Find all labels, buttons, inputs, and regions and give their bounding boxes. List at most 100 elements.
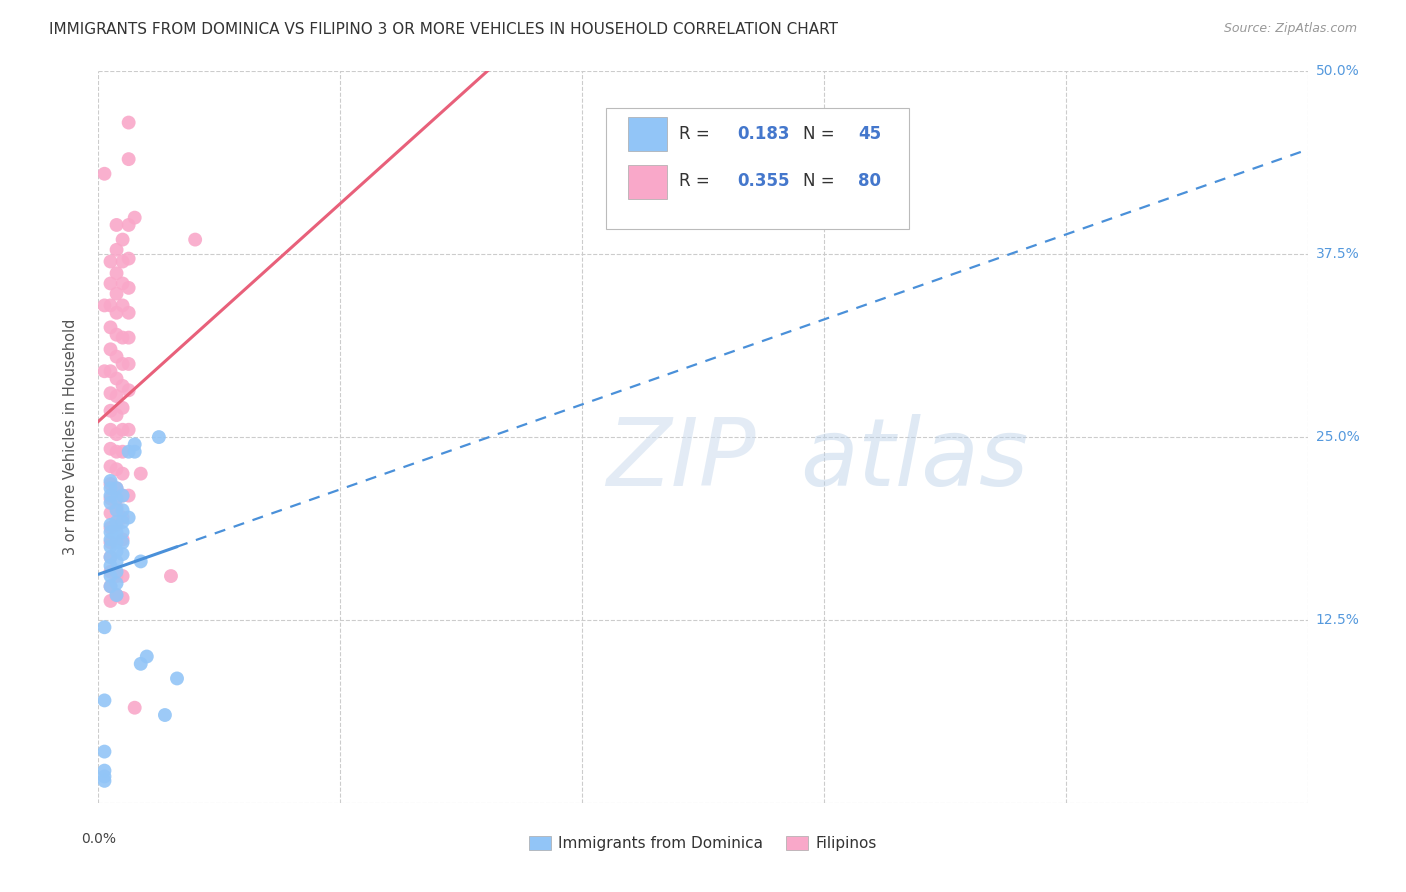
Point xyxy=(100,579,122,593)
Point xyxy=(129,657,152,671)
Point xyxy=(93,773,115,788)
Point xyxy=(111,423,134,437)
Point xyxy=(118,152,141,166)
Text: atlas: atlas xyxy=(800,414,1028,505)
Point xyxy=(100,569,122,583)
Text: 25.0%: 25.0% xyxy=(1316,430,1360,444)
Point xyxy=(105,588,128,602)
Point xyxy=(105,554,128,568)
Point xyxy=(100,540,122,554)
Point xyxy=(160,569,183,583)
Point xyxy=(100,549,122,564)
Point xyxy=(100,386,122,401)
Point xyxy=(111,503,134,517)
Point xyxy=(100,549,122,564)
Point xyxy=(105,481,128,495)
Point xyxy=(105,389,128,403)
Point xyxy=(100,254,122,268)
Point xyxy=(118,384,141,398)
Point xyxy=(111,357,134,371)
Point xyxy=(93,364,115,378)
Text: IMMIGRANTS FROM DOMINICA VS FILIPINO 3 OR MORE VEHICLES IN HOUSEHOLD CORRELATION: IMMIGRANTS FROM DOMINICA VS FILIPINO 3 O… xyxy=(49,22,838,37)
Point xyxy=(105,565,128,579)
Point xyxy=(111,467,134,481)
Point xyxy=(105,408,128,422)
Text: 0.355: 0.355 xyxy=(737,172,789,190)
FancyBboxPatch shape xyxy=(606,108,908,228)
Point xyxy=(118,115,141,129)
Point xyxy=(100,533,122,547)
Point xyxy=(111,489,134,503)
Point xyxy=(100,320,122,334)
Point xyxy=(118,357,141,371)
Point xyxy=(105,503,128,517)
Point xyxy=(105,544,128,558)
Point xyxy=(105,515,128,529)
Point xyxy=(111,533,134,547)
Point xyxy=(111,379,134,393)
Point xyxy=(93,620,115,634)
Point xyxy=(100,517,122,532)
Point xyxy=(105,286,128,301)
Point xyxy=(105,371,128,385)
Point xyxy=(111,525,134,540)
Point xyxy=(124,444,146,458)
Point xyxy=(118,489,141,503)
Point xyxy=(100,481,122,495)
Text: N =: N = xyxy=(803,125,841,143)
Point xyxy=(100,489,122,503)
Point xyxy=(105,218,128,232)
Point xyxy=(93,745,115,759)
Point xyxy=(153,708,176,723)
Point xyxy=(105,535,128,549)
Point xyxy=(118,252,141,266)
Point xyxy=(100,476,122,491)
Text: 12.5%: 12.5% xyxy=(1316,613,1360,627)
Point xyxy=(129,554,152,568)
Point xyxy=(111,569,134,583)
Text: 45: 45 xyxy=(858,125,882,143)
Point xyxy=(93,167,115,181)
Text: 0.0%: 0.0% xyxy=(82,832,115,846)
Point xyxy=(105,462,128,476)
Point xyxy=(105,350,128,364)
Point xyxy=(111,401,134,415)
Point xyxy=(100,277,122,291)
Y-axis label: 3 or more Vehicles in Household: 3 or more Vehicles in Household xyxy=(63,319,77,555)
Point xyxy=(111,233,134,247)
Point xyxy=(111,591,134,605)
Point xyxy=(105,481,128,495)
Point xyxy=(100,403,122,417)
Legend: Immigrants from Dominica, Filipinos: Immigrants from Dominica, Filipinos xyxy=(523,830,883,857)
Text: 37.5%: 37.5% xyxy=(1316,247,1360,261)
Point xyxy=(111,547,134,561)
Point xyxy=(100,298,122,312)
Point xyxy=(124,211,146,225)
Point xyxy=(135,649,157,664)
Point xyxy=(105,427,128,442)
Point xyxy=(105,491,128,506)
Point xyxy=(111,535,134,549)
Point xyxy=(100,506,122,520)
Text: N =: N = xyxy=(803,172,841,190)
Point xyxy=(118,306,141,320)
Point xyxy=(184,233,207,247)
Point xyxy=(124,437,146,451)
Point xyxy=(118,218,141,232)
Point xyxy=(100,364,122,378)
Point xyxy=(100,558,122,573)
FancyBboxPatch shape xyxy=(628,118,666,151)
Point xyxy=(111,254,134,268)
Point xyxy=(93,298,115,312)
Point xyxy=(118,330,141,344)
Point xyxy=(100,521,122,535)
Point xyxy=(111,330,134,344)
Point xyxy=(124,700,146,714)
Text: 50.0%: 50.0% xyxy=(1316,64,1360,78)
Point xyxy=(166,672,188,686)
Text: 80: 80 xyxy=(858,172,880,190)
Point xyxy=(100,565,122,579)
Point xyxy=(100,459,122,474)
Point xyxy=(111,489,134,503)
Point xyxy=(105,525,128,540)
